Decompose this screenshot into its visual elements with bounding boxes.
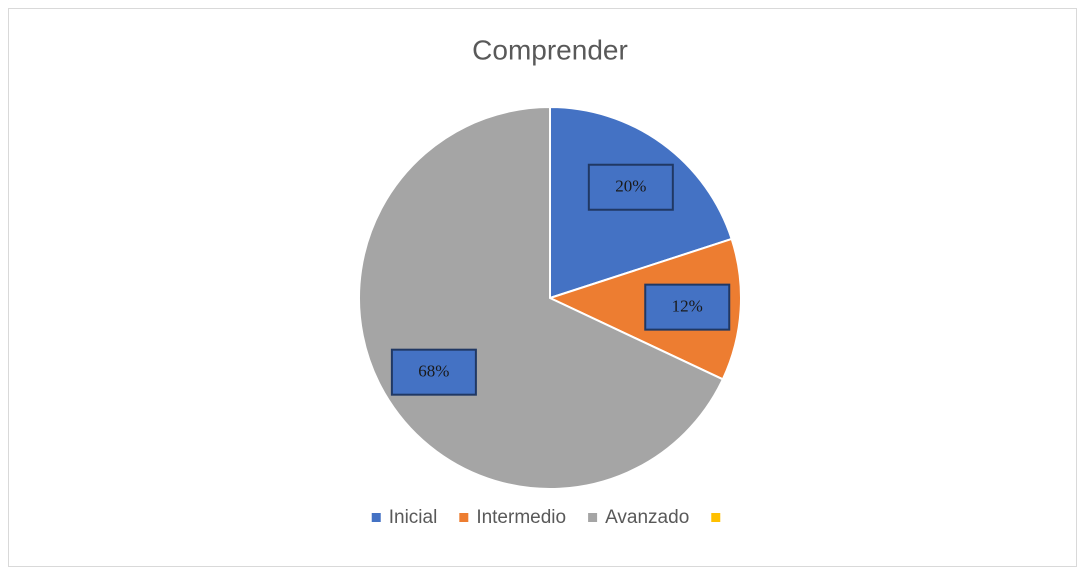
data-label-box: [390, 348, 477, 396]
legend-swatch: [459, 513, 469, 522]
legend-swatch: [711, 513, 721, 522]
data-label: 68%: [418, 362, 449, 381]
legend-label: Avanzado: [605, 507, 689, 528]
legend-label: Inicial: [389, 507, 438, 528]
chart-title: Comprender: [472, 34, 628, 65]
legend-swatch: [371, 513, 381, 522]
data-label-box: [644, 283, 731, 331]
legend-swatch: [588, 513, 598, 522]
data-label-box: [587, 163, 674, 211]
legend-label: Intermedio: [476, 507, 566, 528]
data-label: 12%: [672, 297, 703, 316]
data-label: 20%: [615, 177, 646, 196]
